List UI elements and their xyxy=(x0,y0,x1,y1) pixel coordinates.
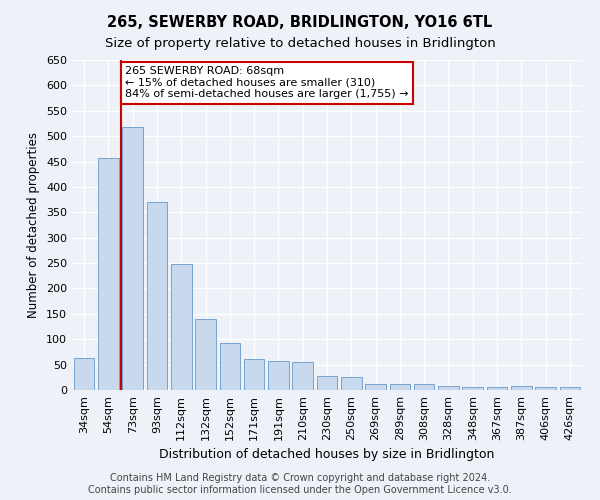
Text: 265 SEWERBY ROAD: 68sqm
← 15% of detached houses are smaller (310)
84% of semi-d: 265 SEWERBY ROAD: 68sqm ← 15% of detache… xyxy=(125,66,409,100)
Bar xyxy=(560,388,580,390)
Bar xyxy=(414,384,434,390)
Bar xyxy=(74,358,94,390)
Bar xyxy=(244,358,265,390)
X-axis label: Distribution of detached houses by size in Bridlington: Distribution of detached houses by size … xyxy=(160,448,494,462)
Bar xyxy=(195,319,216,390)
Bar xyxy=(122,126,143,390)
Bar xyxy=(98,158,119,390)
Bar xyxy=(292,362,313,390)
Text: Size of property relative to detached houses in Bridlington: Size of property relative to detached ho… xyxy=(104,38,496,51)
Bar xyxy=(317,376,337,390)
Bar xyxy=(268,360,289,390)
Bar xyxy=(365,384,386,390)
Bar xyxy=(463,387,483,390)
Y-axis label: Number of detached properties: Number of detached properties xyxy=(28,132,40,318)
Bar xyxy=(220,343,240,390)
Text: Contains HM Land Registry data © Crown copyright and database right 2024.
Contai: Contains HM Land Registry data © Crown c… xyxy=(88,474,512,495)
Bar xyxy=(535,388,556,390)
Bar xyxy=(171,264,191,390)
Bar xyxy=(487,388,508,390)
Text: 265, SEWERBY ROAD, BRIDLINGTON, YO16 6TL: 265, SEWERBY ROAD, BRIDLINGTON, YO16 6TL xyxy=(107,15,493,30)
Bar xyxy=(389,384,410,390)
Bar xyxy=(146,202,167,390)
Bar xyxy=(341,377,362,390)
Bar xyxy=(511,386,532,390)
Bar xyxy=(438,386,459,390)
